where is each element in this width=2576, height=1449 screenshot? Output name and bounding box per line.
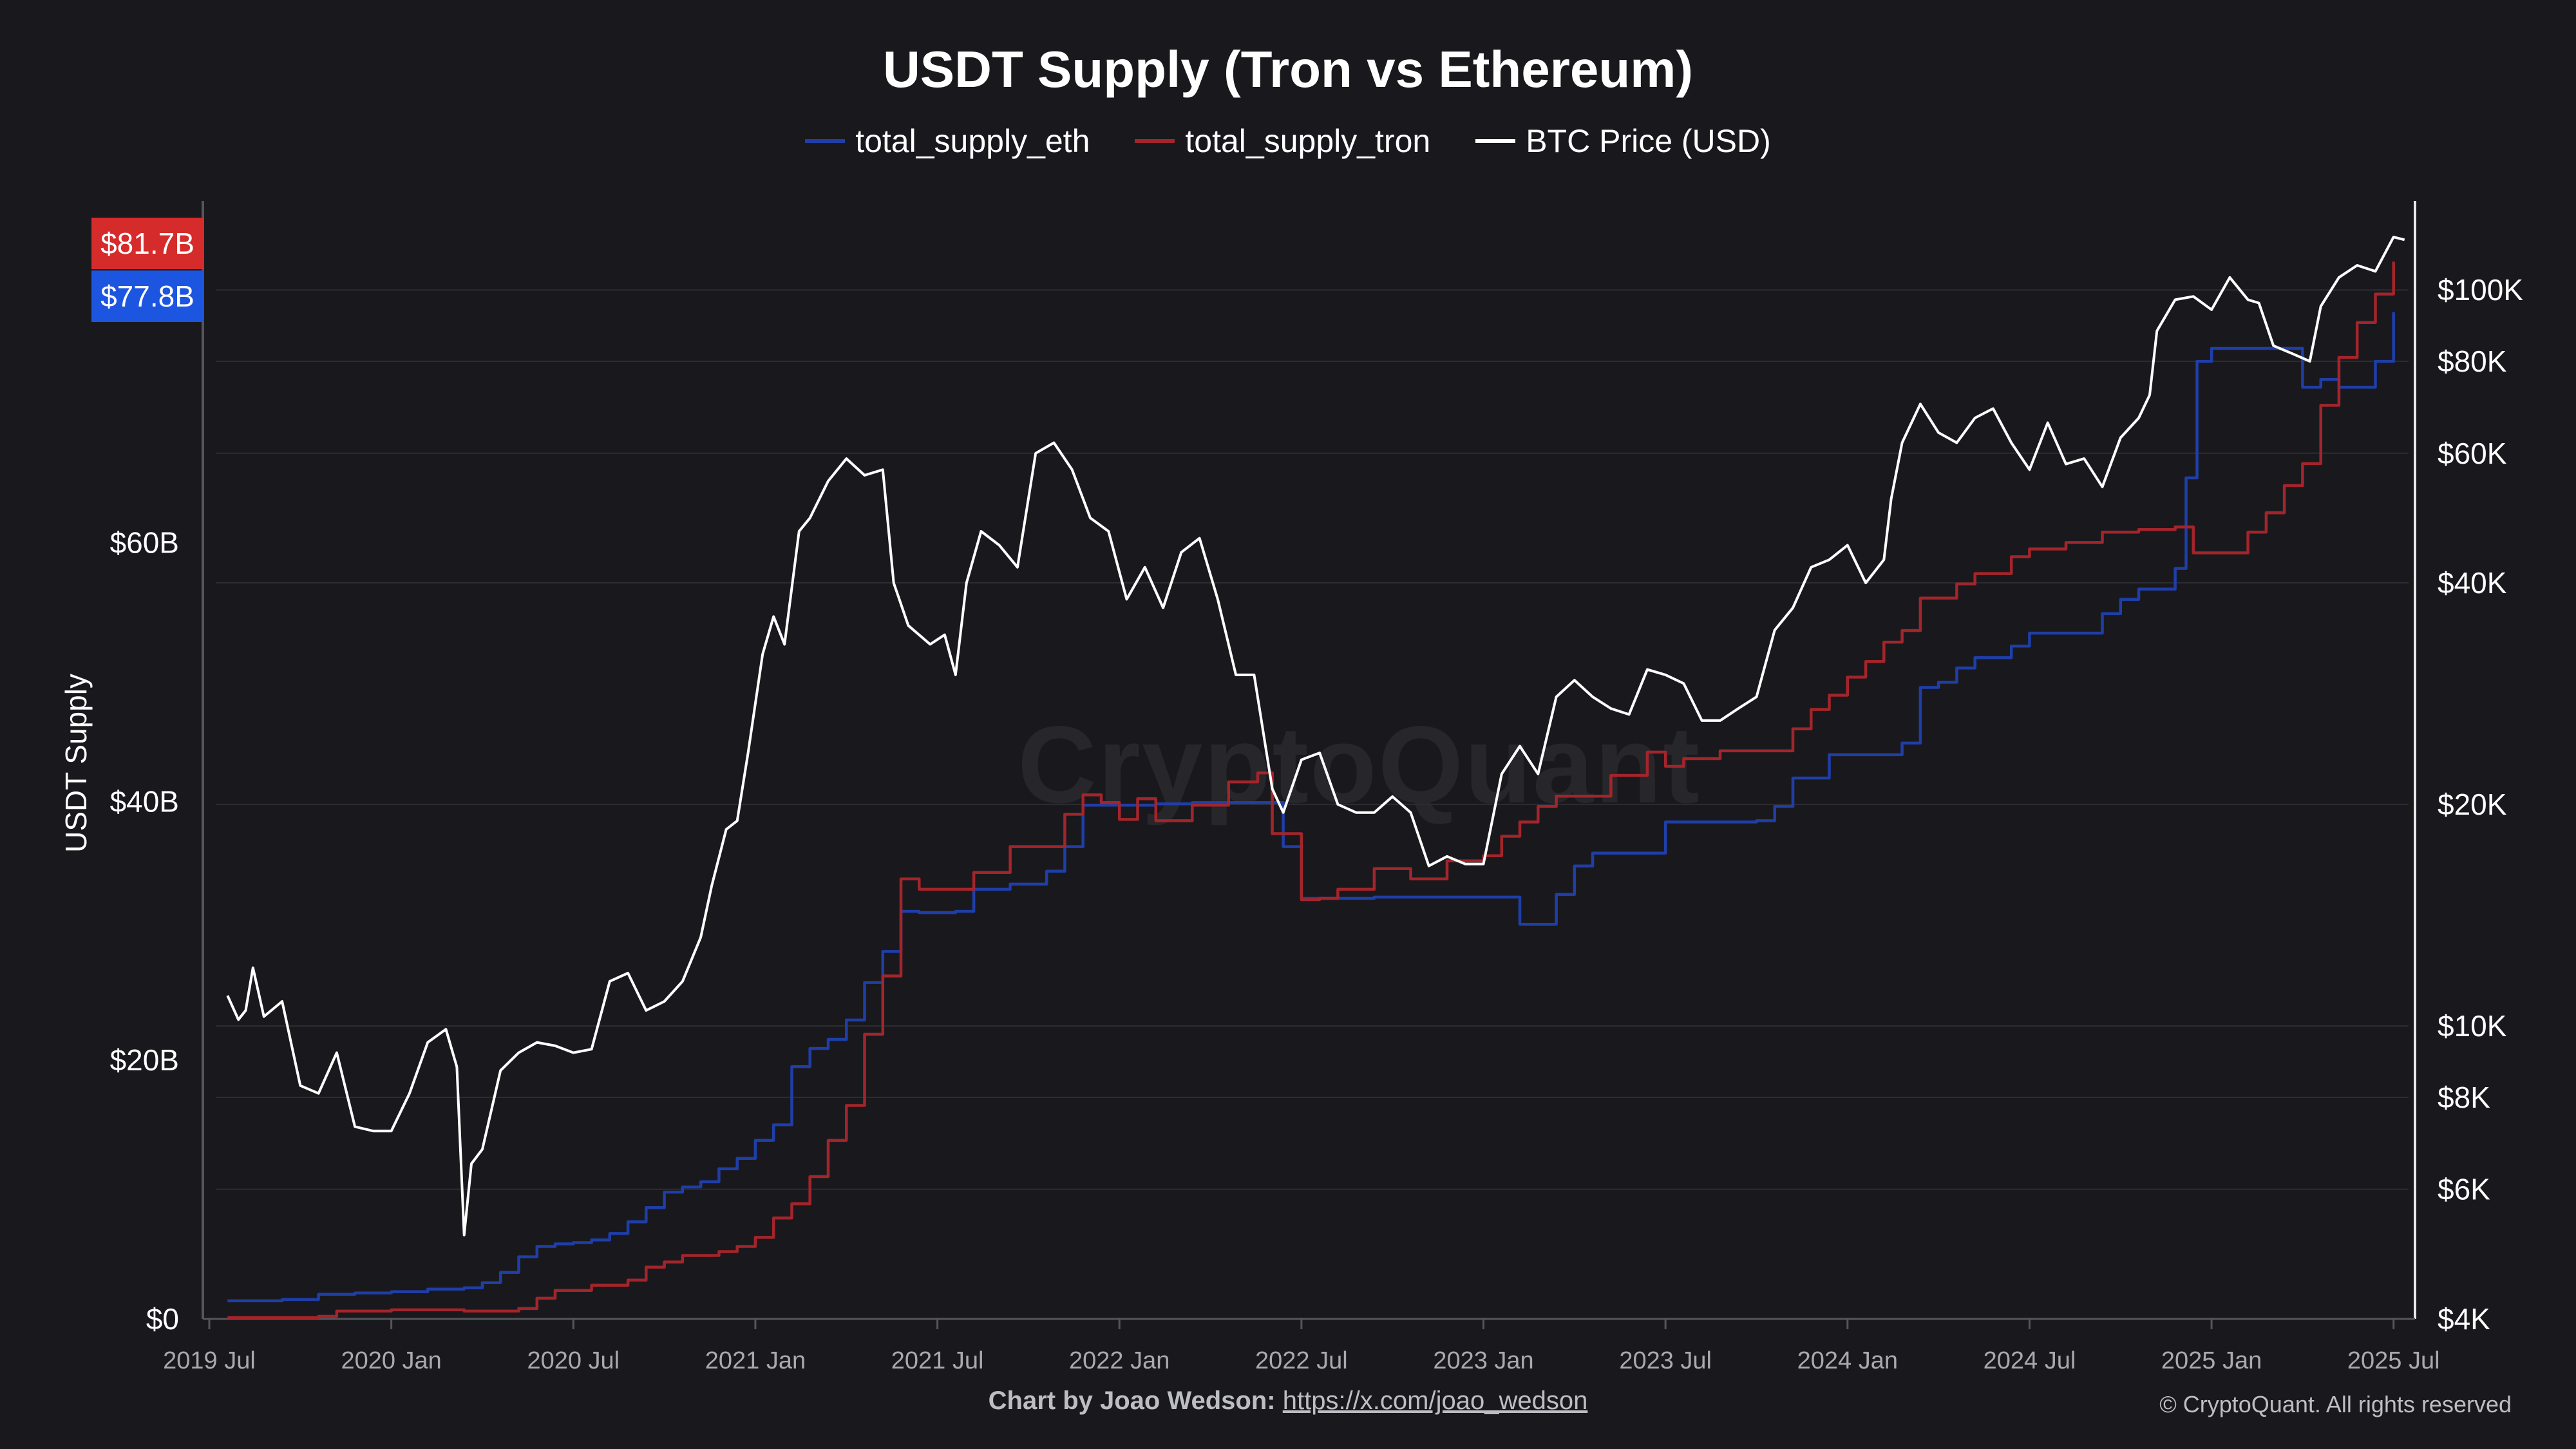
y-right-tick-label: $60K [2438, 437, 2507, 470]
legend: total_supply_eth total_supply_tron BTC P… [0, 122, 2576, 160]
y-right-tick-label: $10K [2438, 1009, 2507, 1043]
x-tick-label: 2020 Jul [527, 1347, 620, 1374]
y-left-tick-label: $40B [110, 784, 179, 818]
legend-label-tron: total_supply_tron [1185, 123, 1431, 159]
x-tick-label: 2020 Jan [341, 1347, 441, 1374]
latest-badge-label: $81.7B [100, 227, 194, 260]
x-tick-label: 2024 Jan [1797, 1347, 1898, 1374]
legend-item-btc[interactable]: BTC Price (USD) [1475, 122, 1771, 160]
legend-swatch-tron [1135, 139, 1175, 143]
copyright: © CryptoQuant. All rights reserved [2159, 1391, 2512, 1417]
series-lines [226, 236, 2405, 1320]
y-right-tick-label: $80K [2438, 345, 2507, 378]
legend-item-tron[interactable]: total_supply_tron [1135, 122, 1430, 160]
y-left-tick-label: $60B [110, 526, 179, 559]
chart-title: USDT Supply (Tron vs Ethereum) [883, 41, 1693, 98]
latest-badge-tron [91, 218, 204, 269]
y-left-tick-label: $20B [110, 1043, 179, 1077]
y-right-tick-label: $8K [2438, 1081, 2490, 1114]
latest-badge-label: $77.8B [100, 279, 194, 313]
x-tick-label: 2019 Jul [163, 1347, 256, 1374]
x-tick-label: 2025 Jul [2347, 1347, 2440, 1374]
legend-swatch-eth [805, 139, 846, 143]
x-tick-label: 2024 Jul [1984, 1347, 2076, 1374]
credit-link[interactable]: https://x.com/joao_wedson [1282, 1387, 1588, 1415]
legend-item-eth[interactable]: total_supply_eth [805, 122, 1090, 160]
x-tick-label: 2021 Jul [891, 1347, 984, 1374]
btc-price-line [226, 236, 2405, 1236]
y-right-tick-label: $4K [2438, 1302, 2490, 1336]
legend-label-btc: BTC Price (USD) [1526, 123, 1771, 159]
y-right-tick-label: $40K [2438, 566, 2507, 600]
latest-badge-eth [91, 270, 204, 322]
x-tick-label: 2022 Jul [1255, 1347, 1348, 1374]
tron-supply-line [227, 261, 2395, 1320]
latest-value-badges: $81.7B $77.8B [91, 218, 204, 322]
x-tick-label: 2023 Jul [1619, 1347, 1712, 1374]
y-left-tick-label: $0 [146, 1302, 179, 1336]
legend-swatch-btc [1475, 139, 1516, 143]
x-tick-label: 2022 Jan [1069, 1347, 1170, 1374]
gridlines [216, 289, 2409, 1320]
x-tick-label: 2021 Jan [705, 1347, 806, 1374]
credit-prefix: Chart by Joao Wedson: [988, 1387, 1276, 1415]
eth-supply-line [227, 312, 2395, 1303]
y-right-tick-label: $20K [2438, 788, 2507, 821]
y-axis-title: USDT Supply [59, 674, 93, 853]
y-right-tick-label: $100K [2438, 273, 2523, 307]
y-right-tick-label: $6K [2438, 1173, 2490, 1206]
x-tick-label: 2023 Jan [1433, 1347, 1533, 1374]
chart-credit: Chart by Joao Wedson: https://x.com/joao… [0, 1387, 2576, 1416]
x-tick-label: 2025 Jan [2161, 1347, 2262, 1374]
axes: $0 $20B $40B $60B $4K $6K $8K $10K $20K $40K $60K $… [59, 201, 2523, 1374]
legend-label-eth: total_supply_eth [855, 123, 1090, 159]
